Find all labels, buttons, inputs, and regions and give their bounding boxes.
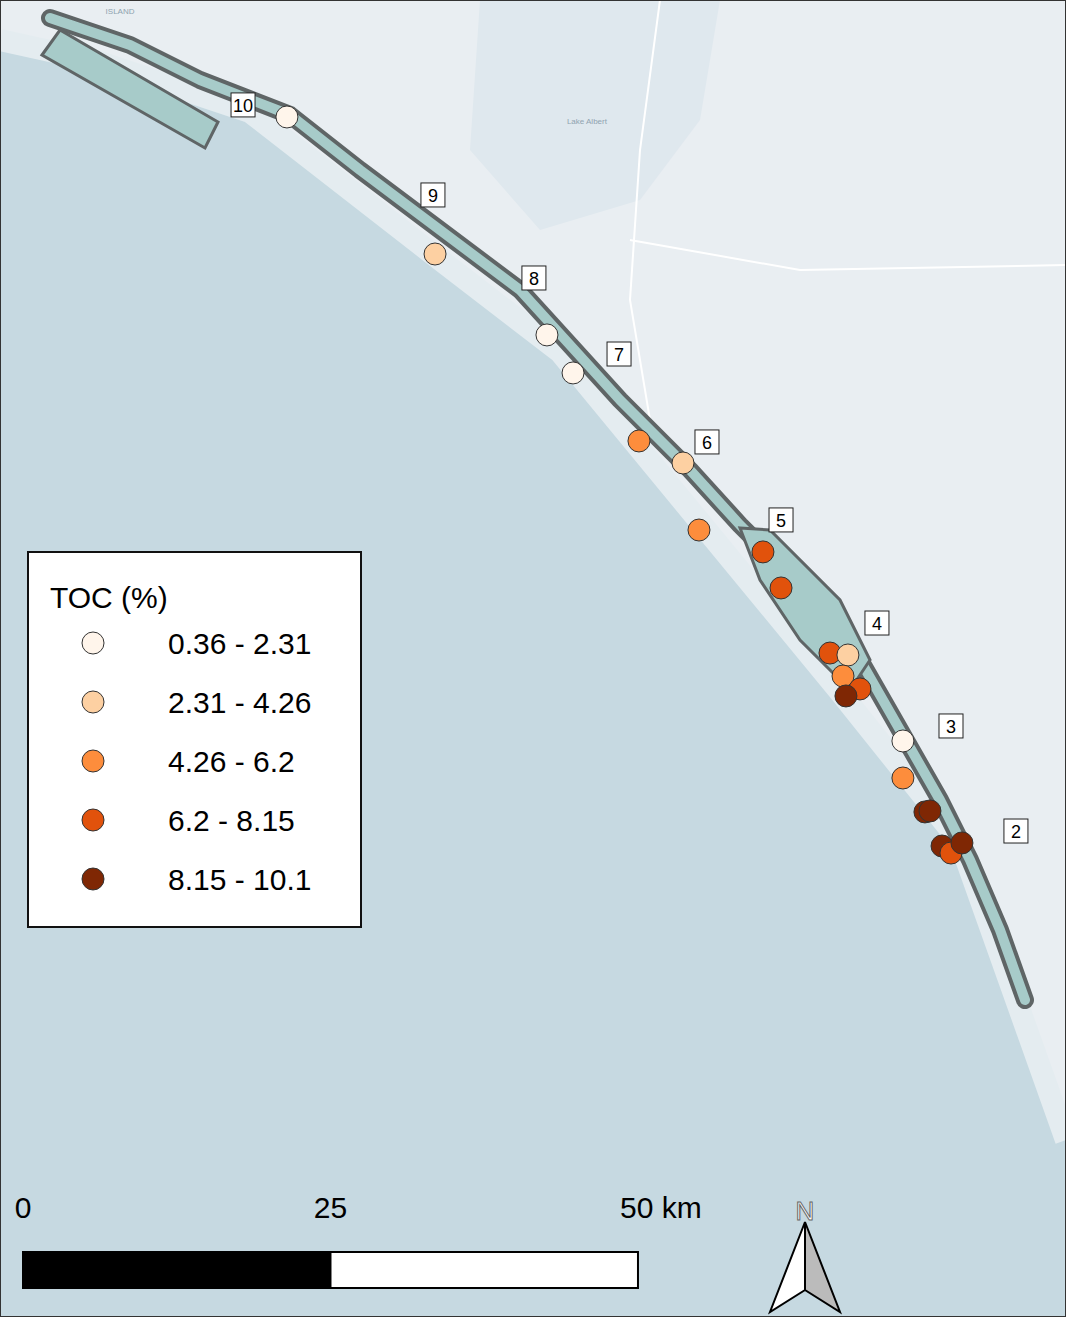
svg-text:9: 9 [428, 186, 438, 206]
svg-text:N: N [796, 1196, 815, 1226]
svg-text:5: 5 [776, 511, 786, 531]
svg-text:50 km: 50 km [620, 1191, 702, 1224]
svg-text:2.31 - 4.26: 2.31 - 4.26 [168, 686, 311, 719]
svg-text:8.15 - 10.1: 8.15 - 10.1 [168, 863, 311, 896]
svg-text:7: 7 [614, 345, 624, 365]
svg-text:6: 6 [702, 433, 712, 453]
svg-text:4.26 - 6.2: 4.26 - 6.2 [168, 745, 295, 778]
svg-text:TOC (%): TOC (%) [50, 581, 168, 614]
svg-text:ISLAND: ISLAND [106, 7, 135, 16]
svg-text:8: 8 [529, 269, 539, 289]
svg-text:3: 3 [946, 717, 956, 737]
svg-text:6.2 - 8.15: 6.2 - 8.15 [168, 804, 295, 837]
svg-text:4: 4 [872, 614, 882, 634]
svg-text:0: 0 [15, 1191, 32, 1224]
svg-text:2: 2 [1011, 822, 1021, 842]
svg-text:25: 25 [314, 1191, 347, 1224]
svg-text:0.36 - 2.31: 0.36 - 2.31 [168, 627, 311, 660]
svg-text:Lake Albert: Lake Albert [567, 117, 608, 126]
svg-text:10: 10 [233, 96, 253, 116]
